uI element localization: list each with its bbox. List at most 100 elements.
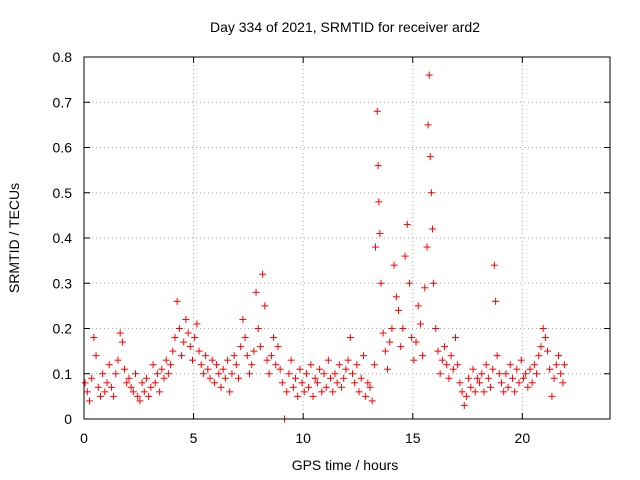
data-point (414, 302, 422, 310)
data-point (265, 370, 273, 378)
data-point (427, 189, 435, 197)
data-point (498, 379, 506, 387)
x-tick-label: 20 (515, 430, 531, 446)
data-point (202, 352, 210, 360)
data-point (426, 153, 434, 161)
data-point (164, 370, 172, 378)
data-point (370, 361, 378, 369)
y-tick-label: 0.5 (53, 185, 73, 201)
data-point (331, 370, 339, 378)
data-point (467, 383, 475, 391)
data-point (395, 306, 403, 314)
data-point (528, 379, 536, 387)
x-axis-label: GPS time / hours (292, 457, 399, 473)
y-tick-label: 0.4 (53, 230, 73, 246)
data-point (309, 392, 317, 400)
data-point (261, 302, 269, 310)
data-point (377, 279, 385, 287)
chart-title: Day 334 of 2021, SRMTID for receiver ard… (210, 19, 480, 35)
x-tick-label: 0 (80, 430, 88, 446)
data-point (473, 374, 481, 382)
data-point (300, 388, 308, 396)
data-point (318, 388, 326, 396)
data-point (90, 334, 98, 342)
data-point (487, 383, 495, 391)
data-point (173, 297, 181, 305)
data-point (83, 388, 91, 396)
data-point (101, 388, 109, 396)
data-point (458, 388, 466, 396)
data-point (513, 365, 521, 373)
data-point (206, 374, 214, 382)
data-point (419, 352, 427, 360)
data-point (88, 374, 96, 382)
data-point (476, 379, 484, 387)
data-point (226, 388, 234, 396)
data-point (125, 374, 133, 382)
x-tick-label: 10 (295, 430, 311, 446)
data-point (489, 365, 497, 373)
data-point (136, 397, 144, 405)
data-point (94, 383, 102, 391)
data-point (517, 356, 525, 364)
data-point (167, 361, 175, 369)
data-point (105, 361, 113, 369)
data-point (118, 338, 126, 346)
data-point (560, 361, 568, 369)
data-point (375, 198, 383, 206)
data-point (296, 365, 304, 373)
data-point (434, 347, 442, 355)
data-point (490, 261, 498, 269)
data-point (482, 361, 490, 369)
data-point (272, 361, 280, 369)
data-points (81, 71, 568, 423)
data-point (114, 356, 122, 364)
data-point (511, 388, 519, 396)
data-point (430, 279, 438, 287)
y-tick-label: 0.1 (53, 366, 73, 382)
data-point (381, 347, 389, 355)
y-tick-label: 0.6 (53, 140, 73, 156)
data-point (408, 334, 416, 342)
data-point (230, 352, 238, 360)
data-point (368, 397, 376, 405)
data-point (156, 388, 164, 396)
data-point (533, 370, 541, 378)
data-point (456, 379, 464, 387)
data-point (210, 379, 218, 387)
data-point (287, 356, 295, 364)
data-point (515, 379, 523, 387)
data-point (403, 220, 411, 228)
data-point (548, 392, 556, 400)
data-point (392, 293, 400, 301)
y-axis-ticks: 0 0.1 0.2 0.3 0.4 0.5 0.6 0.7 0.8 (53, 49, 610, 427)
data-point (412, 338, 420, 346)
y-tick-label: 0.3 (53, 275, 73, 291)
data-point (302, 370, 310, 378)
data-point (307, 361, 315, 369)
data-point (186, 343, 194, 351)
data-point (346, 334, 354, 342)
data-point (441, 343, 449, 351)
data-point (471, 388, 479, 396)
data-point (522, 370, 530, 378)
data-point (416, 320, 424, 328)
data-point (103, 379, 111, 387)
data-point (320, 370, 328, 378)
data-point (213, 361, 221, 369)
data-point (162, 356, 170, 364)
data-point (313, 379, 321, 387)
data-point (388, 325, 396, 332)
data-point (399, 325, 407, 332)
data-point (270, 334, 278, 342)
x-axis-ticks: 0 5 10 15 20 (80, 57, 530, 446)
data-point (478, 370, 486, 378)
data-point (535, 352, 543, 360)
data-point (81, 379, 89, 387)
data-point (278, 379, 286, 387)
data-point (355, 388, 363, 396)
data-point (480, 388, 488, 396)
data-point (267, 352, 275, 360)
data-point (362, 392, 370, 400)
data-point (550, 374, 558, 382)
